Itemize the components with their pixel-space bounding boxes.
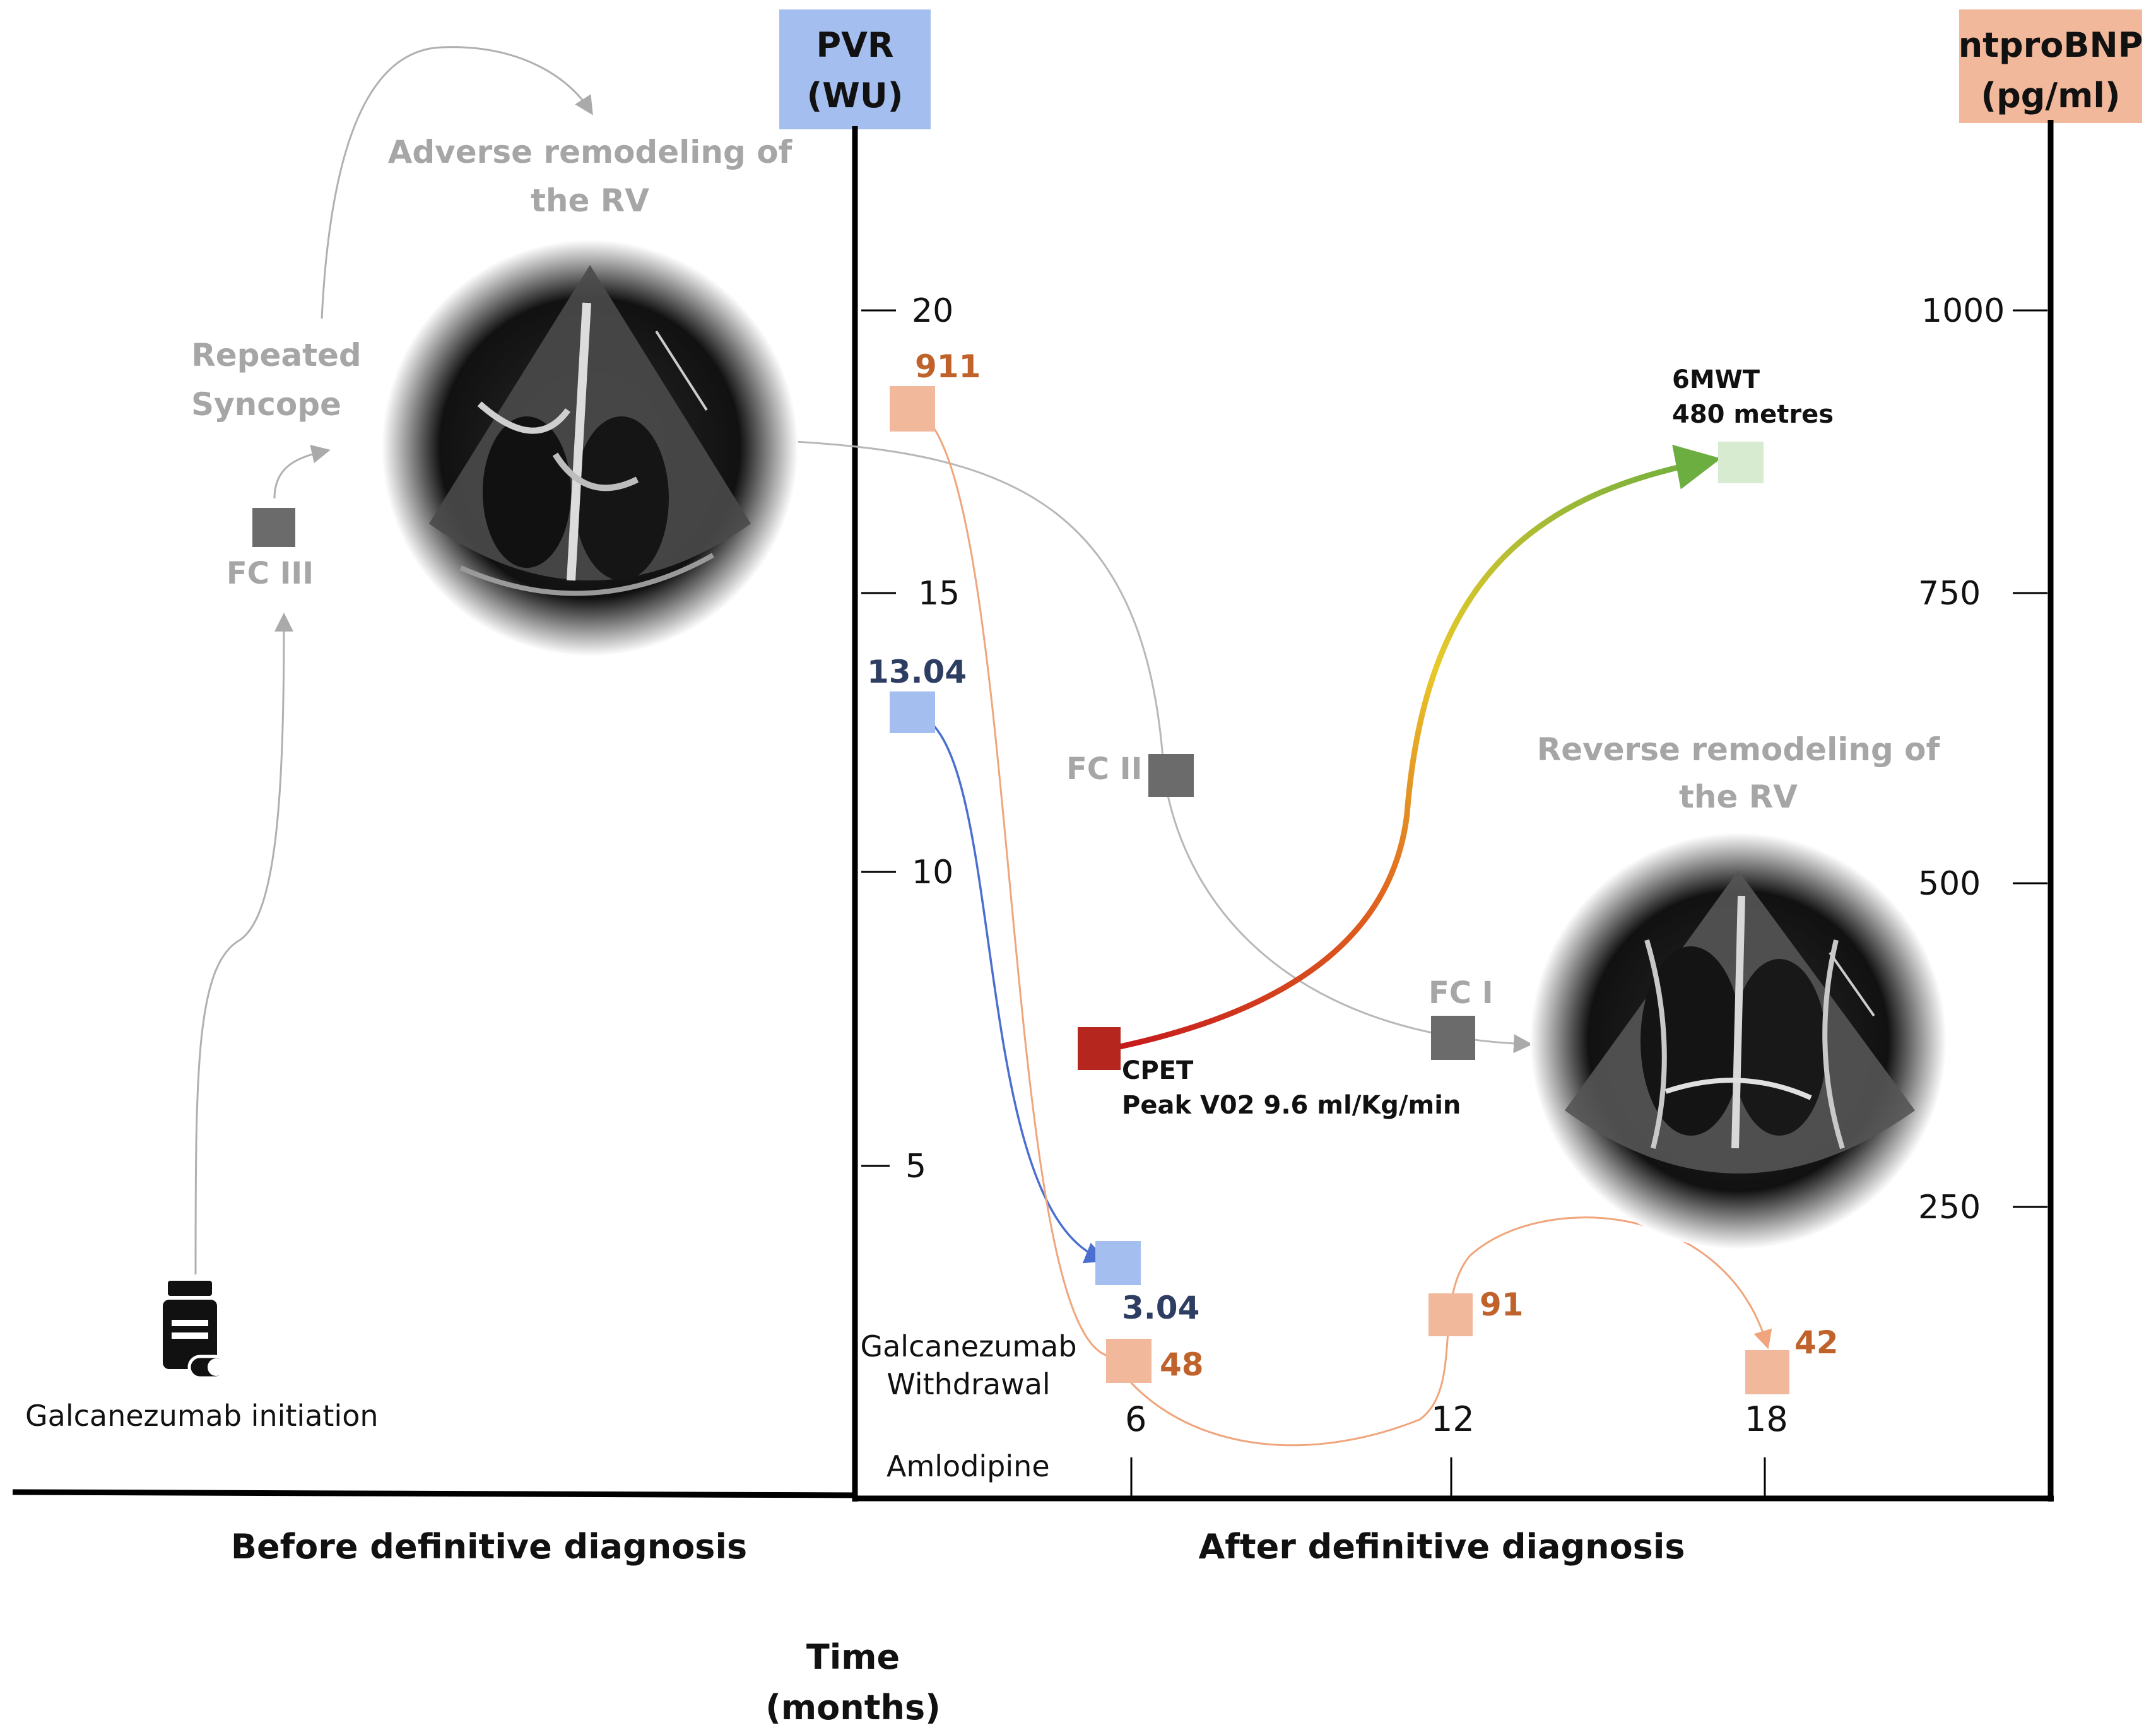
galcanezumab-withdrawal-line2: Withdrawal [887, 1367, 1050, 1401]
fc-i-marker [1431, 1016, 1475, 1060]
time-tick-18: 18 [1745, 1399, 1788, 1439]
six-mwt-label-line2: 480 metres [1672, 400, 1834, 429]
pvr-marker-13 [890, 691, 935, 733]
ntprobnp-marker-48 [1106, 1339, 1152, 1383]
adverse-remodeling-line1: Adverse remodeling of [388, 134, 793, 170]
reverse-remodeling-line2: the RV [1679, 779, 1798, 815]
fc-ii-label: FC II [1066, 751, 1142, 787]
time-tick-6: 6 [1125, 1399, 1146, 1439]
pvr-header: PVR (WU) [779, 9, 931, 129]
time-axis-label-line2: (months) [765, 1688, 941, 1727]
pvr-trend-line [911, 712, 1107, 1264]
pvr-marker-3 [1095, 1241, 1141, 1285]
galcanezumab-withdrawal-line1: Galcanezumab [860, 1329, 1076, 1363]
ntprobnp-trend-line [911, 408, 1772, 1447]
ntprobnp-value-91: 91 [1480, 1286, 1524, 1323]
ntprobnp-header-box [1959, 9, 2142, 123]
pvr-header-box [779, 9, 931, 129]
ntprobnp-header-line1: ntproBNP [1959, 25, 2143, 65]
after-diagnosis-label: After definitive diagnosis [1199, 1527, 1685, 1567]
ntprobnp-value-42: 42 [1794, 1324, 1839, 1361]
time-axis-label-line1: Time [806, 1637, 900, 1677]
repeated-syncope-line1: Repeated [191, 337, 361, 373]
reverse-remodeling-echo-image [1530, 833, 1947, 1249]
arrow-to-fc-iii [194, 613, 293, 1275]
time-tick-12: 12 [1431, 1399, 1475, 1439]
fc-iii-marker [252, 508, 295, 547]
reverse-remodeling-line1: Reverse remodeling of [1537, 731, 1941, 768]
cpet-marker [1078, 1027, 1121, 1070]
ntprobnp-header: ntproBNP (pg/ml) [1959, 9, 2143, 123]
ntprobnp-header-line2: (pg/ml) [1981, 76, 2120, 115]
pvr-value-3: 3.04 [1122, 1290, 1199, 1326]
ntprobnp-tick-750: 750 [1918, 575, 1981, 613]
fc-i-label: FC I [1428, 975, 1493, 1011]
ntprobnp-marker-91 [1428, 1293, 1473, 1336]
six-mwt-marker [1718, 442, 1764, 483]
ntprobnp-marker-42 [1745, 1350, 1789, 1394]
adverse-remodeling-echo-image [382, 240, 798, 656]
ntprobnp-value-911: 911 [915, 348, 981, 385]
adverse-remodeling-line2: the RV [531, 182, 649, 219]
time-ticks: 6 12 18 [1125, 1399, 1788, 1498]
galcanezumab-initiation-label: Galcanezumab initiation [25, 1399, 379, 1433]
pvr-tick-10: 10 [912, 854, 953, 891]
repeated-syncope-line2: Syncope [191, 386, 341, 423]
before-diagnosis-label: Before definitive diagnosis [231, 1527, 747, 1567]
cpet-label-line2: Peak V02 9.6 ml/Kg/min [1122, 1091, 1461, 1120]
fc-path-upper [794, 440, 1165, 777]
pvr-header-line1: PVR [816, 25, 894, 65]
amlodipine-label: Amlodipine [887, 1449, 1050, 1483]
ntprobnp-tick-250: 250 [1918, 1189, 1981, 1226]
pvr-tick-5: 5 [905, 1148, 926, 1185]
fc-ii-marker [1148, 754, 1194, 797]
cpet-label-line1: CPET [1122, 1056, 1194, 1085]
baseline-before [12, 1489, 856, 1498]
pvr-ticks: 20 15 10 5 [861, 292, 960, 1185]
ntprobnp-tick-500: 500 [1918, 865, 1981, 903]
ntprobnp-value-48: 48 [1160, 1346, 1204, 1383]
arrow-to-adverse-remodeling [321, 46, 593, 319]
pvr-tick-20: 20 [912, 292, 953, 330]
pvr-value-13: 13.04 [867, 654, 967, 690]
six-mwt-label-line1: 6MWT [1672, 365, 1760, 394]
fc-iii-label: FC III [227, 556, 314, 591]
ntprobnp-ticks: 1000 750 500 250 [1918, 292, 2047, 1226]
medication-bottle-icon [163, 1281, 228, 1380]
pvr-header-line2: (WU) [807, 76, 904, 115]
cpet-to-6mwt-arrow [1100, 444, 1721, 1054]
ntprobnp-marker-911 [890, 386, 935, 432]
ntprobnp-tick-1000: 1000 [1921, 292, 2005, 330]
arrow-to-syncope [273, 444, 331, 499]
pvr-tick-15: 15 [918, 575, 960, 613]
